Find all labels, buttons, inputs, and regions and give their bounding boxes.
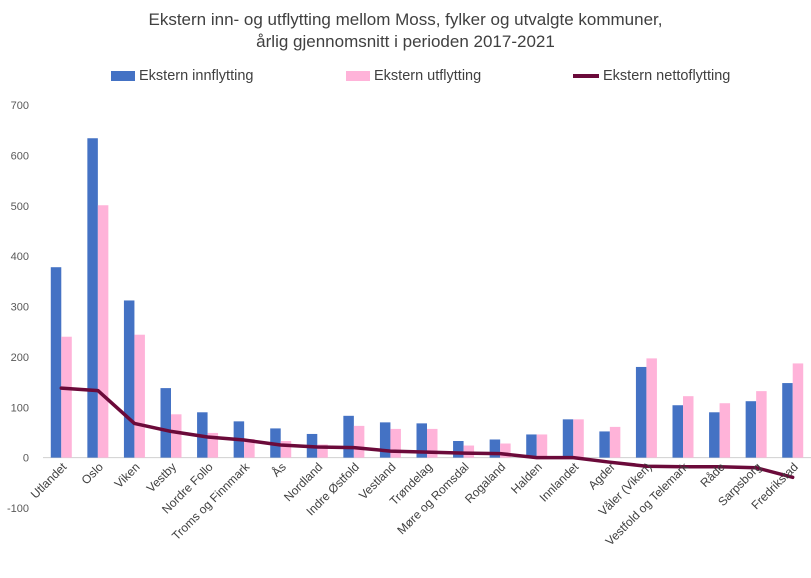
x-tick-label: Ås — [268, 459, 289, 480]
bar-utflytting — [500, 443, 511, 458]
y-tick-label: 500 — [11, 201, 29, 213]
bar-utflytting — [353, 425, 365, 458]
bar-innflytting — [416, 423, 427, 458]
legend-label-utflytting: Ekstern utflytting — [374, 68, 482, 84]
legend-swatch-innflytting — [111, 71, 135, 81]
bar-utflytting — [244, 438, 255, 458]
legend-label-innflytting: Ekstern innflytting — [139, 68, 254, 84]
bar-utflytting — [683, 396, 694, 458]
x-tick-label: Agder — [585, 460, 618, 493]
bar-innflytting — [50, 267, 62, 458]
x-tick-label: Råde — [698, 460, 728, 490]
bar-innflytting — [379, 422, 391, 458]
bar-utflytting — [646, 358, 657, 458]
bar-innflytting — [782, 383, 793, 458]
x-tick-label: Utlandet — [28, 459, 70, 501]
bar-innflytting — [489, 439, 501, 458]
x-tick-label: Vestby — [144, 460, 179, 495]
bar-innflytting — [599, 431, 610, 458]
legend-item-innflytting: Ekstern innflytting — [111, 68, 253, 84]
bar-innflytting — [526, 434, 537, 458]
bar-innflytting — [160, 388, 171, 458]
y-tick-label: 200 — [11, 352, 29, 364]
y-tick-label: -100 — [7, 503, 29, 515]
bar-utflytting — [719, 403, 731, 458]
chart-subtitle: årlig gjennomsnitt i perioden 2017-2021 — [256, 32, 555, 51]
bar-utflytting — [317, 444, 328, 458]
bar-utflytting — [97, 205, 109, 458]
bar-innflytting — [343, 415, 354, 458]
bar-utflytting — [61, 336, 72, 458]
y-tick-label: 0 — [23, 453, 29, 465]
legend-label-nettoflytting: Ekstern nettoflytting — [603, 68, 731, 84]
bar-innflytting — [745, 401, 757, 458]
x-tick-label: Rogaland — [462, 460, 508, 506]
line-nettoflytting — [59, 386, 795, 480]
legend-item-nettoflytting: Ekstern nettoflytting — [573, 68, 730, 84]
y-tick-label: 100 — [11, 402, 29, 414]
bar-utflytting — [207, 432, 219, 458]
y-tick-label: 400 — [11, 251, 29, 263]
bar-utflytting — [171, 414, 182, 458]
y-tick-label: 300 — [11, 302, 29, 314]
bar-utflytting — [756, 391, 767, 458]
y-tick-label: 700 — [11, 100, 29, 112]
chart-title: Ekstern inn- og utflytting mellom Moss, … — [148, 10, 663, 29]
bar-utflytting — [536, 434, 548, 458]
bar-utflytting — [390, 428, 401, 458]
bar-innflytting — [562, 419, 574, 458]
bar-innflytting — [87, 138, 98, 458]
bar-utflytting — [573, 419, 584, 458]
bar-utflytting — [427, 428, 438, 458]
x-tick-label: Innlandet — [537, 459, 582, 504]
bar-utflytting — [792, 363, 804, 458]
x-tick-label: Viken — [112, 460, 143, 491]
bar-utflytting — [134, 334, 145, 458]
y-tick-label: 600 — [11, 150, 29, 162]
legend-swatch-utflytting — [346, 71, 370, 81]
bar-innflytting — [635, 366, 647, 458]
bar-innflytting — [672, 405, 683, 458]
bar-utflytting — [609, 426, 621, 458]
bar-utflytting — [280, 441, 292, 458]
legend-swatch-nettoflytting — [573, 74, 599, 78]
bar-innflytting — [123, 300, 135, 458]
x-tick-label: Oslo — [79, 460, 107, 488]
legend-item-utflytting: Ekstern utflytting — [346, 68, 481, 84]
bar-innflytting — [453, 441, 464, 458]
bar-innflytting — [709, 412, 720, 458]
